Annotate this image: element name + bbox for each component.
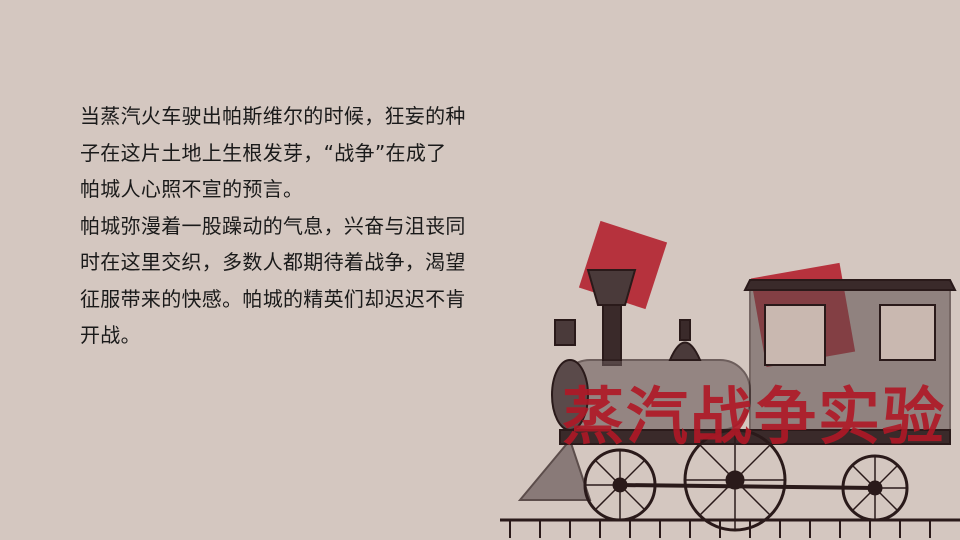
story-text: 当蒸汽火车驶出帕斯维尔的时候，狂妄的种 子在这片土地上生根发芽，“战争”在成了 … <box>80 98 550 354</box>
paragraph-1: 当蒸汽火车驶出帕斯维尔的时候，狂妄的种 子在这片土地上生根发芽，“战争”在成了 … <box>80 104 466 201</box>
paragraph-2: 帕城弥漫着一股躁动的气息，兴奋与沮丧同 时在这里交织，多数人都期待着战争，渴望 … <box>80 213 466 348</box>
stamp-title: 蒸汽战争实验 <box>562 380 946 453</box>
steam-locomotive-illustration: 蒸汽战争实验 <box>500 220 960 540</box>
